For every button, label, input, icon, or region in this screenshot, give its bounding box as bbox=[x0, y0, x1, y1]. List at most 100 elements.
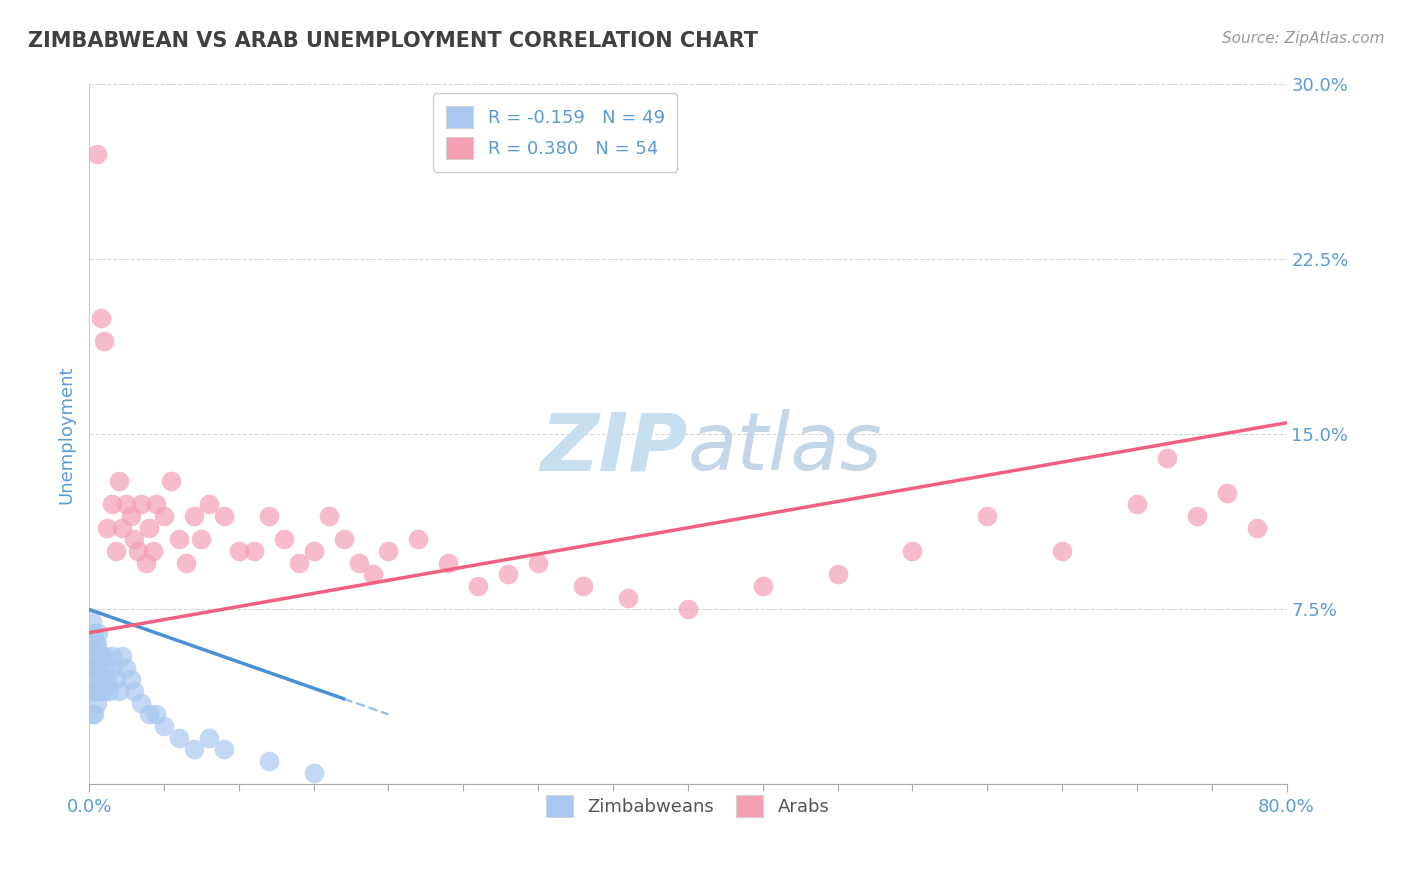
Point bbox=[93, 334, 115, 348]
Point bbox=[676, 602, 699, 616]
Point bbox=[100, 498, 122, 512]
Point bbox=[901, 544, 924, 558]
Point bbox=[160, 474, 183, 488]
Text: ZIP: ZIP bbox=[540, 409, 688, 487]
Point bbox=[84, 637, 107, 651]
Point bbox=[302, 765, 325, 780]
Point bbox=[377, 544, 399, 558]
Point bbox=[79, 684, 101, 698]
Text: Source: ZipAtlas.com: Source: ZipAtlas.com bbox=[1222, 31, 1385, 46]
Point bbox=[115, 498, 138, 512]
Point bbox=[138, 707, 160, 722]
Point bbox=[80, 661, 103, 675]
Point bbox=[176, 556, 198, 570]
Point bbox=[90, 684, 112, 698]
Point bbox=[153, 719, 176, 733]
Point bbox=[273, 533, 295, 547]
Point bbox=[228, 544, 250, 558]
Point bbox=[97, 684, 120, 698]
Point bbox=[86, 147, 108, 161]
Point bbox=[84, 661, 107, 675]
Point bbox=[347, 556, 370, 570]
Point bbox=[105, 673, 128, 687]
Point bbox=[127, 544, 149, 558]
Point bbox=[190, 533, 212, 547]
Point bbox=[167, 533, 190, 547]
Point bbox=[527, 556, 550, 570]
Point bbox=[751, 579, 773, 593]
Point bbox=[79, 661, 101, 675]
Point bbox=[183, 742, 205, 756]
Point bbox=[131, 696, 153, 710]
Point bbox=[80, 614, 103, 628]
Point bbox=[108, 474, 131, 488]
Point bbox=[86, 696, 108, 710]
Point bbox=[145, 707, 167, 722]
Point bbox=[80, 707, 103, 722]
Point bbox=[1156, 450, 1178, 465]
Point bbox=[467, 579, 489, 593]
Point bbox=[122, 533, 145, 547]
Point bbox=[153, 509, 176, 524]
Point bbox=[105, 544, 128, 558]
Point bbox=[120, 673, 142, 687]
Point bbox=[90, 310, 112, 325]
Point bbox=[572, 579, 595, 593]
Point bbox=[111, 649, 134, 664]
Point bbox=[198, 731, 221, 745]
Text: ZIMBABWEAN VS ARAB UNEMPLOYMENT CORRELATION CHART: ZIMBABWEAN VS ARAB UNEMPLOYMENT CORRELAT… bbox=[28, 31, 758, 51]
Point bbox=[212, 742, 235, 756]
Point bbox=[1246, 521, 1268, 535]
Point bbox=[83, 649, 105, 664]
Point bbox=[101, 661, 124, 675]
Point bbox=[120, 509, 142, 524]
Point bbox=[87, 625, 110, 640]
Point bbox=[115, 661, 138, 675]
Text: atlas: atlas bbox=[688, 409, 883, 487]
Point bbox=[257, 509, 280, 524]
Point bbox=[79, 637, 101, 651]
Point bbox=[96, 673, 118, 687]
Point bbox=[1126, 498, 1149, 512]
Point bbox=[100, 649, 122, 664]
Point bbox=[183, 509, 205, 524]
Point bbox=[135, 556, 157, 570]
Point bbox=[167, 731, 190, 745]
Point bbox=[302, 544, 325, 558]
Point bbox=[1215, 485, 1237, 500]
Point bbox=[86, 637, 108, 651]
Y-axis label: Unemployment: Unemployment bbox=[58, 365, 75, 504]
Legend: Zimbabweans, Arabs: Zimbabweans, Arabs bbox=[538, 788, 837, 824]
Point bbox=[87, 684, 110, 698]
Point bbox=[89, 673, 111, 687]
Point bbox=[318, 509, 340, 524]
Point bbox=[91, 673, 114, 687]
Point bbox=[80, 684, 103, 698]
Point bbox=[89, 649, 111, 664]
Point bbox=[363, 567, 385, 582]
Point bbox=[332, 533, 354, 547]
Point bbox=[212, 509, 235, 524]
Point bbox=[84, 684, 107, 698]
Point bbox=[976, 509, 998, 524]
Point bbox=[80, 637, 103, 651]
Point bbox=[87, 661, 110, 675]
Point bbox=[257, 754, 280, 768]
Point bbox=[94, 661, 117, 675]
Point bbox=[138, 521, 160, 535]
Point bbox=[90, 649, 112, 664]
Point bbox=[496, 567, 519, 582]
Point bbox=[83, 625, 105, 640]
Point bbox=[287, 556, 309, 570]
Point bbox=[1185, 509, 1208, 524]
Point bbox=[142, 544, 165, 558]
Point bbox=[111, 521, 134, 535]
Point bbox=[145, 498, 167, 512]
Point bbox=[96, 521, 118, 535]
Point bbox=[408, 533, 430, 547]
Point bbox=[83, 707, 105, 722]
Point bbox=[198, 498, 221, 512]
Point bbox=[617, 591, 640, 605]
Point bbox=[108, 684, 131, 698]
Point bbox=[93, 649, 115, 664]
